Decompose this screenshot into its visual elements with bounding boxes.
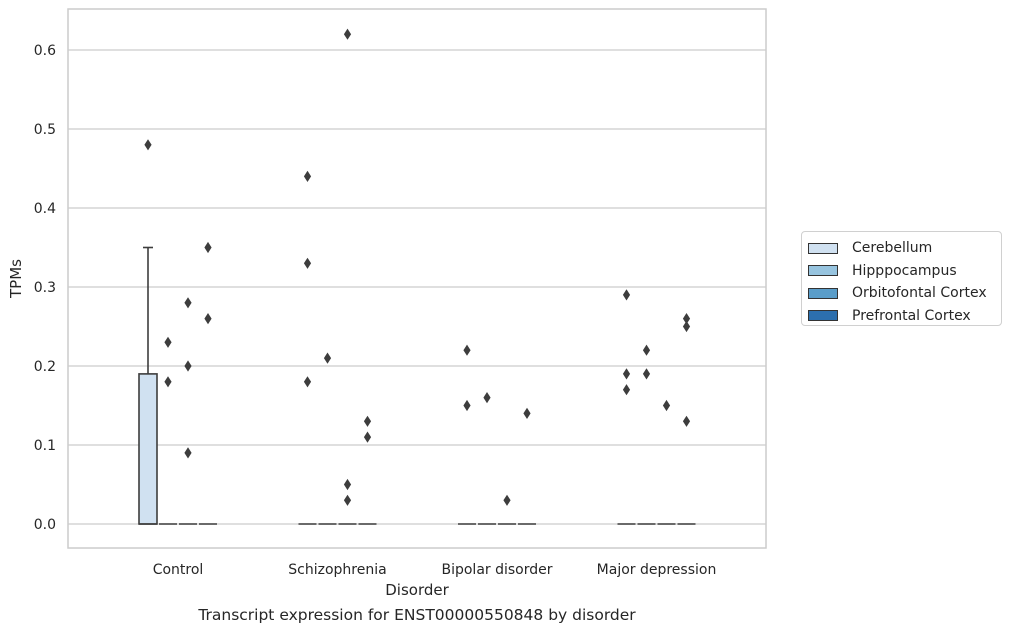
y-tick-label: 0.2 bbox=[34, 359, 56, 375]
outlier-point bbox=[642, 344, 651, 356]
outlier-point bbox=[622, 368, 631, 380]
outlier-point bbox=[682, 415, 691, 427]
y-tick-label: 0.4 bbox=[34, 201, 56, 217]
y-tick-label: 0.0 bbox=[34, 517, 56, 533]
outlier-point bbox=[662, 399, 671, 412]
x-tick-label: Bipolar disorder bbox=[441, 562, 552, 578]
legend-label: Prefrontal Cortex bbox=[852, 307, 971, 324]
outlier-point bbox=[463, 399, 471, 412]
outlier-point bbox=[363, 415, 372, 427]
y-tick-label: 0.1 bbox=[34, 438, 56, 454]
outlier-point bbox=[503, 494, 511, 506]
outlier-point bbox=[184, 360, 192, 372]
legend-swatch bbox=[808, 310, 838, 322]
legend-swatch bbox=[808, 242, 838, 254]
outlier-point bbox=[204, 241, 212, 254]
outlier-point bbox=[483, 392, 491, 404]
outlier-point bbox=[303, 170, 312, 182]
y-tick-label: 0.3 bbox=[34, 280, 56, 296]
legend-item-orbitofrontal-cortex: Orbitofontal Cortex bbox=[808, 282, 1001, 305]
outlier-point bbox=[164, 336, 172, 348]
outliers bbox=[144, 28, 691, 506]
outlier-point bbox=[303, 376, 312, 388]
outlier-point bbox=[343, 494, 352, 506]
x-tick-label: Control bbox=[153, 562, 204, 578]
outlier-point bbox=[184, 297, 192, 309]
gridlines bbox=[68, 49, 766, 525]
outlier-point bbox=[343, 28, 352, 40]
x-tick-label: Major depression bbox=[597, 562, 717, 578]
outlier-point bbox=[204, 313, 212, 325]
y-axis-label: TPMs bbox=[7, 259, 25, 299]
outlier-point bbox=[303, 257, 312, 269]
x-axis-ticks: Control Schizophrenia Bipolar disorder Majo… bbox=[153, 562, 717, 578]
legend-item-hippocampus: Hipppocampus bbox=[808, 260, 1001, 283]
legend-label: Cerebellum bbox=[852, 240, 933, 257]
legend-item-prefrontal-cortex: Prefrontal Cortex bbox=[808, 305, 1001, 328]
outlier-point bbox=[323, 352, 332, 364]
y-tick-label: 0.6 bbox=[34, 43, 56, 59]
outlier-point bbox=[363, 431, 372, 443]
outlier-point bbox=[642, 368, 651, 380]
outlier-point bbox=[523, 407, 531, 419]
legend: Cerebellum Hipppocampus Orbitofontal Cor… bbox=[801, 231, 1002, 326]
x-tick-label: Schizophrenia bbox=[288, 562, 386, 578]
box-cerebellum bbox=[138, 246, 158, 525]
plot-area-frame bbox=[67, 8, 767, 549]
legend-label: Hipppocampus bbox=[852, 262, 957, 279]
outlier-point bbox=[463, 344, 471, 356]
outlier-point bbox=[682, 320, 691, 333]
y-axis-ticks: 0.0 0.1 0.2 0.3 0.4 0.5 0.6 bbox=[34, 43, 56, 533]
box-body bbox=[138, 373, 158, 525]
outlier-point bbox=[682, 313, 691, 325]
legend-label: Orbitofontal Cortex bbox=[852, 285, 987, 302]
x-axis-label: Disorder bbox=[385, 581, 449, 599]
outlier-point bbox=[164, 376, 172, 388]
outlier-point bbox=[144, 139, 152, 151]
outlier-point bbox=[343, 478, 352, 491]
legend-swatch bbox=[808, 287, 838, 299]
chart-title: Transcript expression for ENST0000055084… bbox=[198, 606, 636, 624]
boxes bbox=[138, 246, 696, 525]
outlier-point bbox=[184, 447, 192, 459]
outlier-point bbox=[622, 289, 631, 301]
y-tick-label: 0.5 bbox=[34, 122, 56, 138]
legend-swatch bbox=[808, 265, 838, 277]
outlier-point bbox=[622, 384, 631, 396]
legend-item-cerebellum: Cerebellum bbox=[808, 237, 1001, 260]
